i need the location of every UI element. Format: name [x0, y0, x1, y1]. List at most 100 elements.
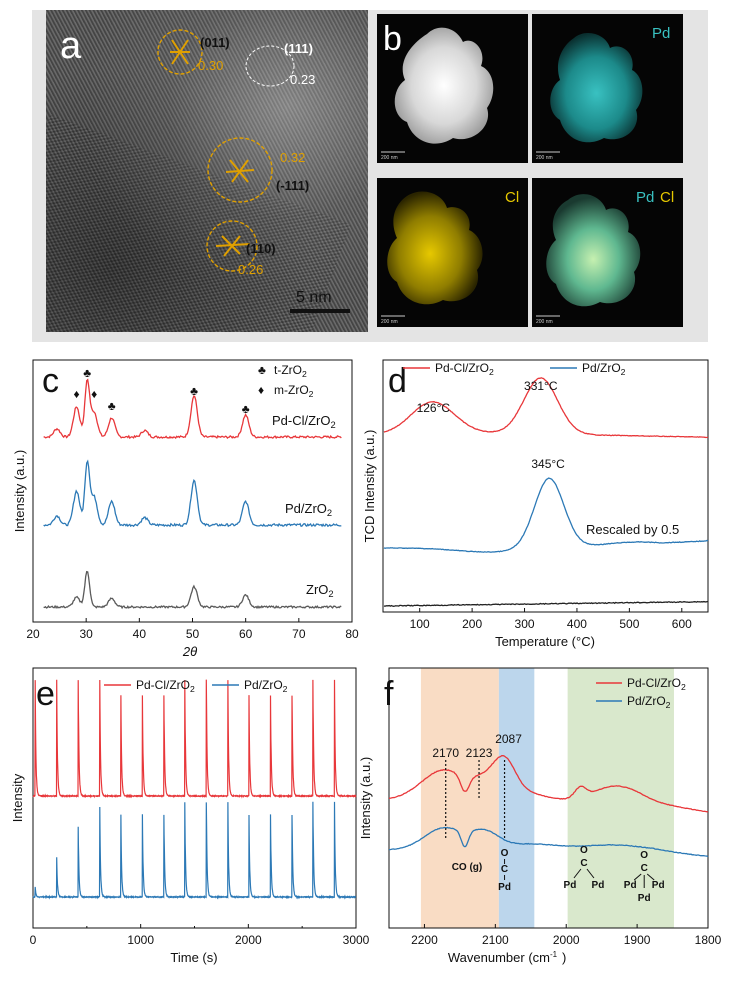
- panel-c-xlabel: 2θ: [182, 644, 197, 659]
- x-tick-label: 2100: [482, 933, 509, 947]
- panel-e-axes: [32, 667, 357, 929]
- x-tick-label: 60: [239, 627, 253, 641]
- legend-pd-zro2: Pd/ZrO2: [582, 361, 626, 377]
- scale-bar-label: 5 nm: [296, 289, 332, 306]
- x-tick-label: 1900: [624, 933, 651, 947]
- svg-text:200 nm: 200 nm: [536, 319, 553, 325]
- pulse-line-pd-cl: [32, 679, 357, 799]
- eds-overlay-map: Pd Cl 200 nm: [532, 178, 683, 327]
- drifts-line-pd-cl: [388, 755, 709, 813]
- tpr-rescaled-note: Rescaled by 0.5: [586, 522, 679, 537]
- d-spacing-m111: 0.32: [280, 150, 305, 165]
- c-label-pd-zro2: Pd/ZrO2: [285, 501, 332, 518]
- d-spacing-110: 0.26: [238, 262, 263, 277]
- overlay-distribution: [546, 194, 641, 307]
- bond: [586, 868, 595, 879]
- legend-m-zro2: m-ZrO2: [274, 383, 314, 399]
- panel-f-xlabel: Wavenumber (cm: [448, 950, 550, 965]
- xrd-line-1: [43, 459, 342, 528]
- x-tick-label: 1000: [127, 933, 154, 947]
- hollow-pd-2: Pd: [652, 880, 665, 891]
- bond: [633, 873, 642, 881]
- x-tick-label: 600: [672, 617, 692, 631]
- drifts-line-pd: [389, 826, 709, 858]
- x-tick-label: 2000: [235, 933, 262, 947]
- panel-c-ylabel: Intensity (a.u.): [12, 450, 27, 532]
- legend-symbol-t: ♣: [258, 363, 266, 377]
- vline-label-2170: 2170: [432, 746, 459, 760]
- panel-d-xlabel: Temperature (°C): [495, 634, 595, 649]
- phase-marker: ♣: [242, 402, 250, 416]
- svg-text:200 nm: 200 nm: [536, 155, 553, 161]
- phase-marker: ♣: [83, 366, 91, 380]
- x-tick-label: 80: [345, 627, 359, 641]
- panel-e-xlabel: Time (s): [170, 950, 217, 965]
- scale-bar: [290, 309, 350, 313]
- fft-circle-m111: [207, 137, 273, 203]
- band-2: [567, 668, 674, 928]
- panel-e-letter: e: [36, 675, 55, 713]
- plane-label-011: (011): [200, 35, 230, 50]
- c-label-pd-cl-zro2: Pd-Cl/ZrO2: [272, 413, 336, 430]
- panel-d-letter: d: [388, 362, 407, 400]
- x-tick-label: 500: [619, 617, 639, 631]
- x-tick-label: 40: [133, 627, 147, 641]
- fft-mark-m111: [225, 159, 255, 183]
- tpr-line-zro2: [383, 600, 709, 607]
- vline-label-2123: 2123: [466, 746, 493, 760]
- band-0: [420, 668, 499, 928]
- legend-pd-cl-zro2: Pd-Cl/ZrO2: [627, 676, 686, 692]
- panel-a-overlay: a (011) 0.30 (111) 0.23 0.32 (-111) (110…: [60, 25, 350, 313]
- x-tick-label: 3000: [343, 933, 370, 947]
- linear-c: C: [501, 864, 508, 875]
- x-tick-label: 20: [26, 627, 40, 641]
- fft-circle-011: [157, 29, 203, 75]
- phase-marker: ♣: [108, 399, 116, 413]
- d-spacing-011: 0.30: [198, 58, 223, 73]
- co-gas-label: CO (g): [452, 862, 483, 873]
- map-label-overlay-pd: Pd: [636, 189, 654, 206]
- panel-f-ylabel: Intensity (a.u.): [358, 757, 373, 839]
- legend-pd-zro2: Pd/ZrO2: [627, 694, 671, 710]
- scale-label: 200 nm: [381, 155, 398, 161]
- panel-d-axes: [382, 359, 709, 613]
- tpr-peak-331: 331°C: [524, 379, 558, 393]
- tpr-peak-345: 345°C: [531, 457, 565, 471]
- x-tick-label: 50: [186, 627, 200, 641]
- x-tick-label: 0: [30, 933, 37, 947]
- bridge-pd-2: Pd: [592, 880, 605, 891]
- legend-pd-cl-zro2: Pd-Cl/ZrO2: [435, 361, 494, 377]
- x-tick-label: 400: [567, 617, 587, 631]
- eds-haadf-image: b 200 nm: [377, 14, 528, 163]
- d-spacing-111: 0.23: [290, 72, 315, 87]
- plane-label-m111: (-111): [276, 178, 309, 193]
- phase-marker: ♦: [74, 387, 80, 401]
- x-tick-label: 1800: [695, 933, 722, 947]
- panel-c-letter: c: [42, 362, 59, 400]
- pd-distribution: [550, 33, 643, 143]
- legend-symbol-m: ♦: [258, 383, 264, 397]
- map-label-pd: Pd: [652, 25, 670, 42]
- bond: [573, 868, 582, 879]
- svg-text:200 nm: 200 nm: [381, 319, 398, 325]
- x-tick-label: 2000: [553, 933, 580, 947]
- phase-marker: ♣: [190, 384, 198, 398]
- bridge-o: O: [580, 845, 588, 856]
- bridge-pd-1: Pd: [564, 880, 577, 891]
- legend-pd-cl-zro2: Pd-Cl/ZrO2: [136, 678, 195, 694]
- panel-f-xlabel-close: ): [562, 950, 566, 965]
- eds-cl-map: Cl 200 nm: [377, 178, 528, 327]
- bond: [646, 873, 655, 881]
- x-tick-label: 70: [292, 627, 306, 641]
- tpr-line-pd: [383, 477, 709, 553]
- panel-d-ylabel: TCD Intensity (a.u.): [362, 430, 377, 543]
- fft-circle-110: [206, 220, 258, 272]
- map-label-cl: Cl: [505, 189, 519, 206]
- fft-mark-110: [215, 235, 251, 257]
- phase-marker: ♦: [91, 387, 97, 401]
- vline-label-2087: 2087: [495, 732, 522, 746]
- particle-cluster: [394, 27, 494, 144]
- xrd-line-2: [43, 570, 342, 610]
- linear-o: O: [501, 848, 509, 859]
